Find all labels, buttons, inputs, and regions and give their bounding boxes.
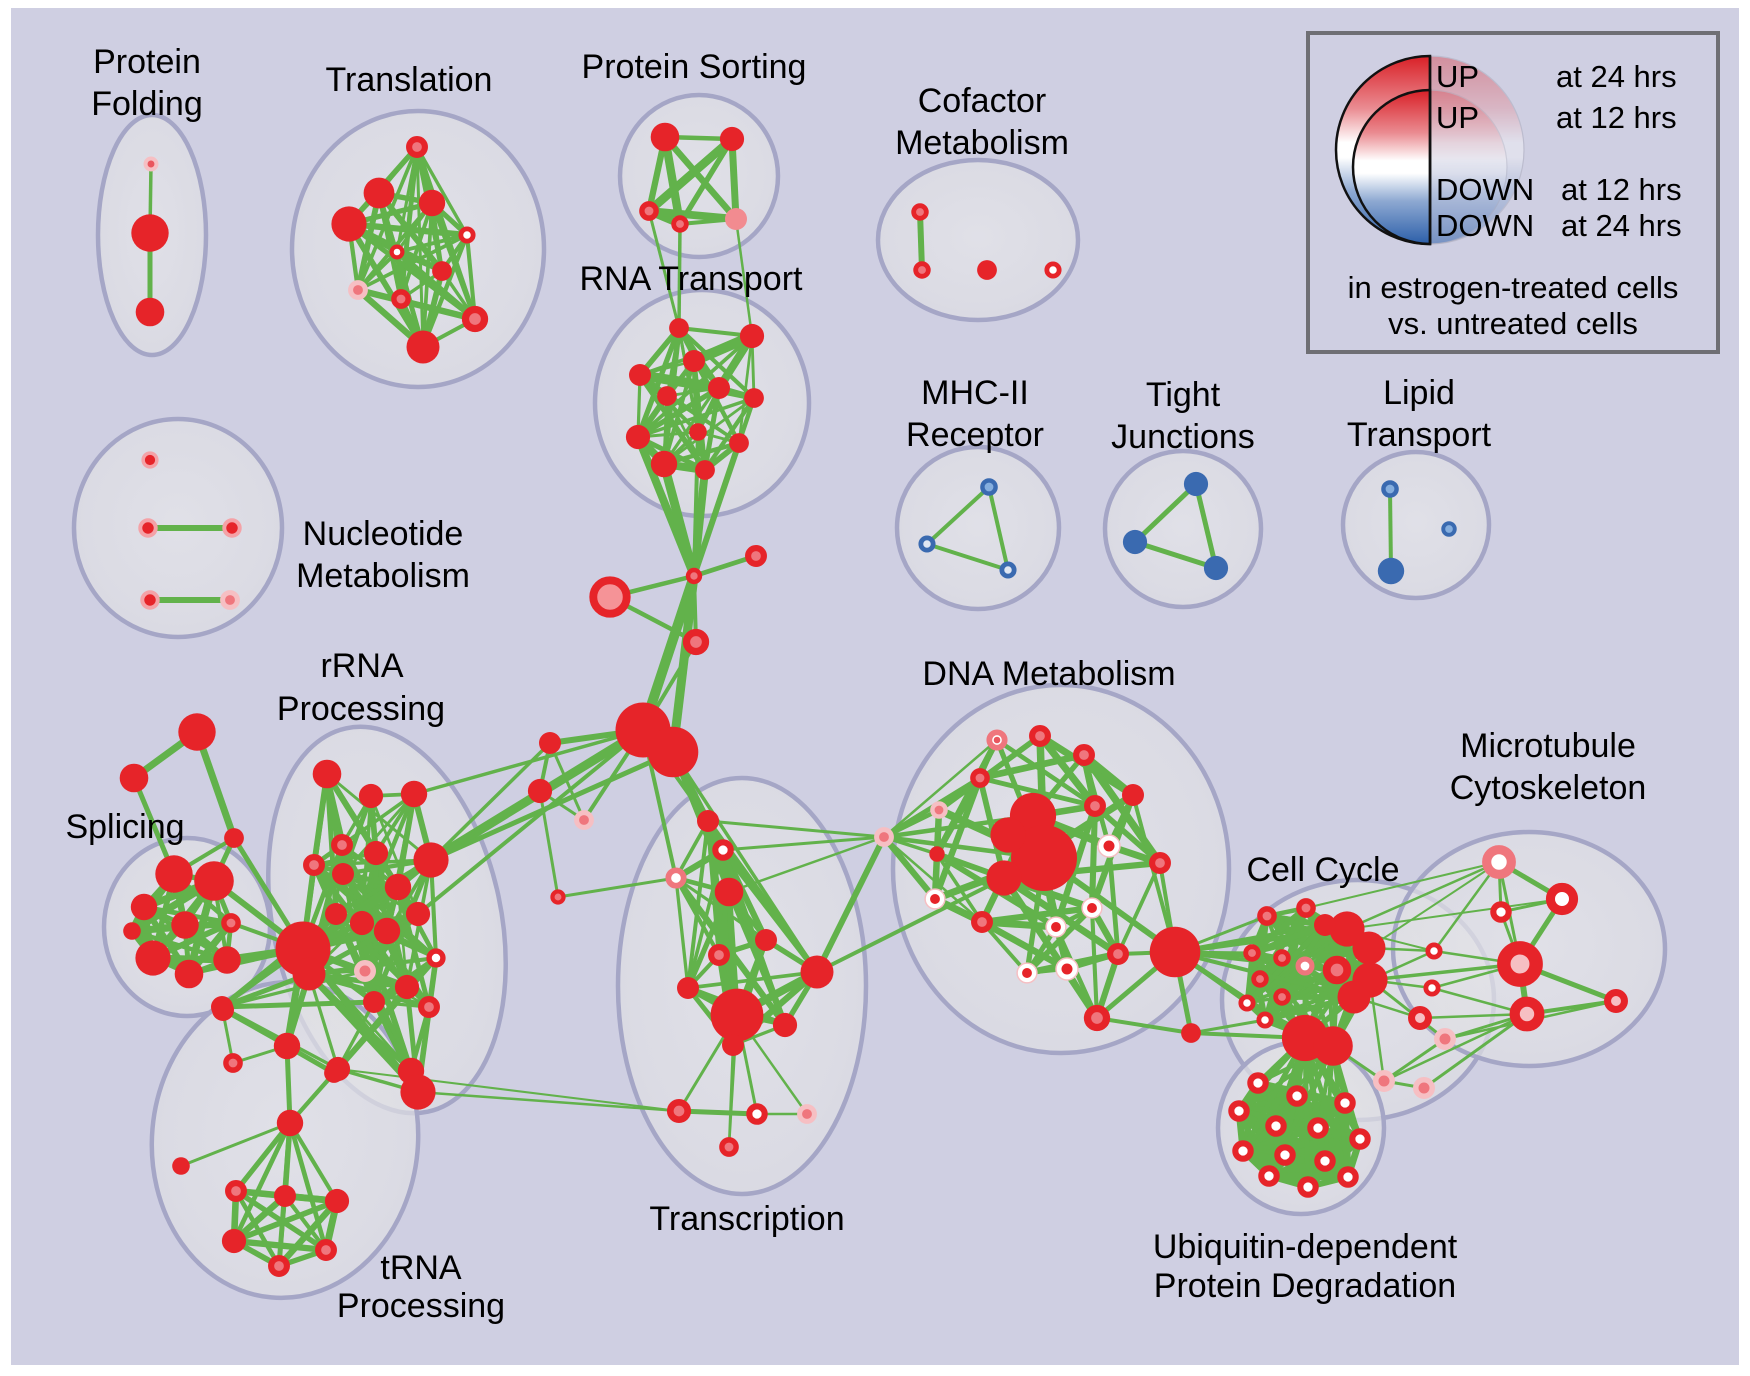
svg-text:Translation: Translation (326, 61, 493, 99)
svg-text:UP: UP (1436, 59, 1479, 94)
svg-text:Metabolism: Metabolism (296, 557, 470, 595)
svg-text:Metabolism: Metabolism (895, 124, 1069, 162)
svg-text:DNA Metabolism: DNA Metabolism (922, 655, 1175, 693)
svg-text:at 12 hrs: at 12 hrs (1556, 100, 1677, 135)
svg-text:Transport: Transport (1347, 416, 1492, 454)
svg-text:Transcription: Transcription (649, 1200, 844, 1238)
svg-text:UP: UP (1436, 100, 1479, 135)
svg-text:MHC-II: MHC-II (921, 374, 1029, 412)
svg-text:at 12 hrs: at 12 hrs (1561, 172, 1682, 207)
svg-text:Lipid: Lipid (1383, 374, 1455, 412)
svg-text:Receptor: Receptor (906, 416, 1044, 454)
svg-text:Cofactor: Cofactor (918, 82, 1047, 120)
svg-text:Splicing: Splicing (65, 808, 184, 846)
svg-text:Folding: Folding (91, 85, 203, 123)
svg-text:Cell Cycle: Cell Cycle (1246, 851, 1399, 889)
svg-text:Processing: Processing (277, 690, 445, 728)
svg-text:Tight: Tight (1146, 376, 1221, 414)
svg-text:vs. untreated cells: vs. untreated cells (1388, 306, 1638, 341)
svg-text:tRNA: tRNA (380, 1249, 462, 1287)
svg-text:Protein Sorting: Protein Sorting (582, 48, 807, 86)
svg-text:Protein: Protein (93, 43, 201, 81)
svg-text:at 24 hrs: at 24 hrs (1556, 59, 1677, 94)
svg-text:RNA Transport: RNA Transport (580, 260, 804, 298)
svg-text:Cytoskeleton: Cytoskeleton (1450, 769, 1647, 807)
svg-text:Processing: Processing (337, 1287, 505, 1325)
svg-text:Ubiquitin-dependent: Ubiquitin-dependent (1153, 1228, 1458, 1266)
svg-text:DOWN: DOWN (1436, 208, 1534, 243)
svg-text:Junctions: Junctions (1111, 418, 1255, 456)
svg-text:Microtubule: Microtubule (1460, 727, 1636, 765)
svg-text:Nucleotide: Nucleotide (303, 515, 464, 553)
svg-text:DOWN: DOWN (1436, 172, 1534, 207)
svg-text:rRNA: rRNA (320, 647, 403, 685)
svg-text:in estrogen-treated cells: in estrogen-treated cells (1348, 270, 1679, 305)
svg-text:Protein Degradation: Protein Degradation (1154, 1267, 1456, 1305)
svg-text:at 24 hrs: at 24 hrs (1561, 208, 1682, 243)
